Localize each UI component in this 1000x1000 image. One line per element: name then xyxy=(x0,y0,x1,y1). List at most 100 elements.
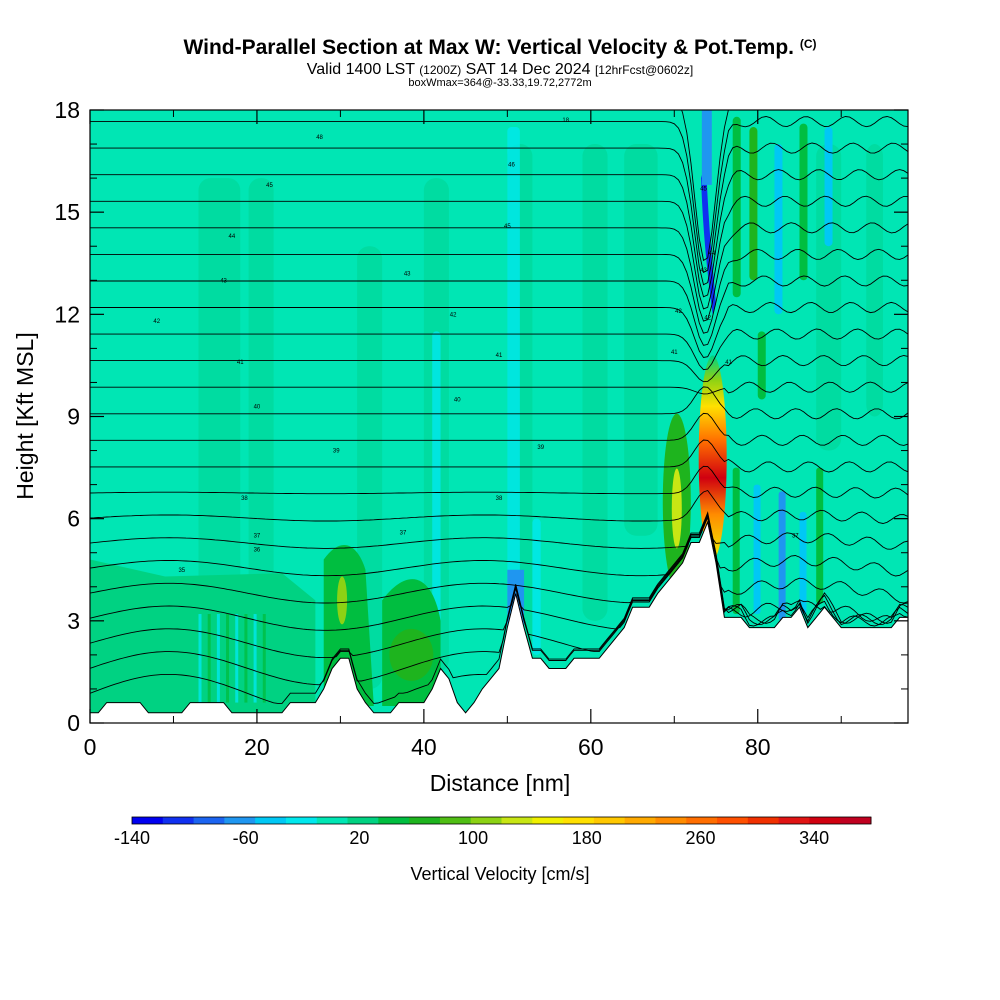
theta-label: 45 xyxy=(266,183,273,189)
theta-contour xyxy=(90,513,908,659)
theta-label: 42 xyxy=(704,316,711,322)
colorbar-swatch xyxy=(809,817,841,824)
weak-updraft-band xyxy=(582,144,608,621)
y-tick-label: 6 xyxy=(67,506,80,532)
theta-contour xyxy=(90,275,908,346)
velocity-field xyxy=(90,110,908,723)
theta-label: 45 xyxy=(700,186,707,192)
theta-label: 18 xyxy=(562,118,569,124)
lee-wave-band xyxy=(799,511,807,615)
colorbar-swatch xyxy=(316,817,349,824)
theta-label: 41 xyxy=(671,350,678,356)
x-tick-label: 60 xyxy=(578,734,604,760)
contour-labels: 48 18 46 45 45 44 43 43 42 42 41 41 40 40 39 39 38 38 37 37… xyxy=(153,118,799,574)
y-tick-label: 0 xyxy=(67,710,80,736)
y-tick-label: 12 xyxy=(54,301,80,327)
colorbar-swatch xyxy=(717,817,749,824)
theta-label: 38 xyxy=(496,496,503,502)
colorbar-swatch xyxy=(162,817,195,824)
colorbar-tick-label: 260 xyxy=(685,828,715,848)
lee-wave-band xyxy=(816,467,824,604)
colorbar-swatch xyxy=(778,817,810,824)
upper-wave-band xyxy=(749,127,758,281)
colorbar-tick-label: 20 xyxy=(349,828,369,848)
theta-label: 36 xyxy=(254,547,261,553)
upper-wave-band xyxy=(824,127,833,247)
convective-stripe xyxy=(262,614,266,703)
max-updraft-core xyxy=(698,355,727,560)
theta-contour xyxy=(90,301,908,358)
theta-contour xyxy=(90,515,908,550)
theta-contour xyxy=(90,116,908,274)
theta-contour xyxy=(90,328,908,371)
y-axis-label: Height [Kft MSL] xyxy=(12,332,38,499)
lee-wave-band xyxy=(732,467,740,615)
y-tick-label: 15 xyxy=(54,199,80,225)
theta-contour xyxy=(90,355,908,383)
terrain xyxy=(89,520,909,724)
theta-contour xyxy=(90,386,908,420)
convective-stripe xyxy=(244,614,248,703)
colorbar: -140 -60 20 100 180 260 340 xyxy=(114,816,872,848)
colorbar-swatch xyxy=(193,817,225,824)
theta-label: 41 xyxy=(237,360,244,366)
colorbar-swatch xyxy=(470,817,502,824)
theta-label: 40 xyxy=(454,397,461,403)
upper-wave-band xyxy=(799,123,808,281)
theta-label: 43 xyxy=(404,271,411,277)
theta-contour xyxy=(90,142,908,286)
theta-label: 40 xyxy=(254,404,261,410)
theta-contour xyxy=(90,515,908,577)
weak-updraft-band xyxy=(624,144,658,536)
x-tick-label: 20 xyxy=(244,734,270,760)
chart-subtitle: Valid 1400 LST (1200Z) SAT 14 Dec 2024 [… xyxy=(306,61,694,78)
colorbar-swatch xyxy=(132,817,164,824)
theta-label: 43 xyxy=(220,278,227,284)
colorbar-swatch xyxy=(593,817,626,824)
weak-updraft-band xyxy=(248,178,274,689)
theta-label: 45 xyxy=(504,224,511,230)
weak-downdraft-band xyxy=(532,518,541,655)
theta-contour xyxy=(90,381,908,395)
updraft-max xyxy=(671,468,682,549)
colorbar-tick-label: 180 xyxy=(572,828,602,848)
colorbar-swatch xyxy=(532,817,564,824)
colorbar-swatch xyxy=(655,817,687,824)
colorbar-frame xyxy=(131,816,872,825)
y-tick-label: 9 xyxy=(67,404,80,430)
colorbar-tick-label: -60 xyxy=(233,828,259,848)
convective-stripe xyxy=(207,614,211,703)
colorbar-swatch xyxy=(378,817,410,824)
colorbar-swatch xyxy=(747,817,780,824)
upper-wave-band xyxy=(774,144,783,315)
colorbar-swatch xyxy=(563,817,595,824)
weak-updraft-band xyxy=(816,144,842,451)
colorbar-tick-label: 100 xyxy=(458,828,488,848)
colorbar-swatch xyxy=(347,817,379,824)
theta-label: 43 xyxy=(700,268,707,274)
theta-label: 37 xyxy=(792,534,799,540)
theta-label: 35 xyxy=(178,568,185,574)
convective-stripe xyxy=(235,614,239,703)
x-tick-label: 80 xyxy=(745,734,771,760)
theta-contour xyxy=(90,222,908,322)
theta-contour xyxy=(90,465,908,499)
theta-label: 44 xyxy=(229,234,236,240)
theta-label: 44 xyxy=(709,251,716,257)
weak-updraft-band xyxy=(866,144,883,417)
theta-label: 38 xyxy=(241,496,248,502)
colorbar-swatch xyxy=(439,817,472,824)
theta-label: 42 xyxy=(153,319,160,325)
theta-label: 39 xyxy=(537,445,544,451)
colorbar-swatch xyxy=(840,817,872,824)
low-level-updraft xyxy=(90,559,316,713)
potential-temperature-contours xyxy=(90,110,908,704)
colorbar-swatch xyxy=(255,817,287,824)
theta-contour xyxy=(90,169,908,298)
theta-label: 46 xyxy=(508,162,515,168)
theta-contour xyxy=(90,515,908,631)
x-tick-label: 0 xyxy=(84,734,97,760)
theta-label: 42 xyxy=(450,312,457,318)
chart-title: Wind-Parallel Section at Max W: Vertical… xyxy=(183,36,817,59)
